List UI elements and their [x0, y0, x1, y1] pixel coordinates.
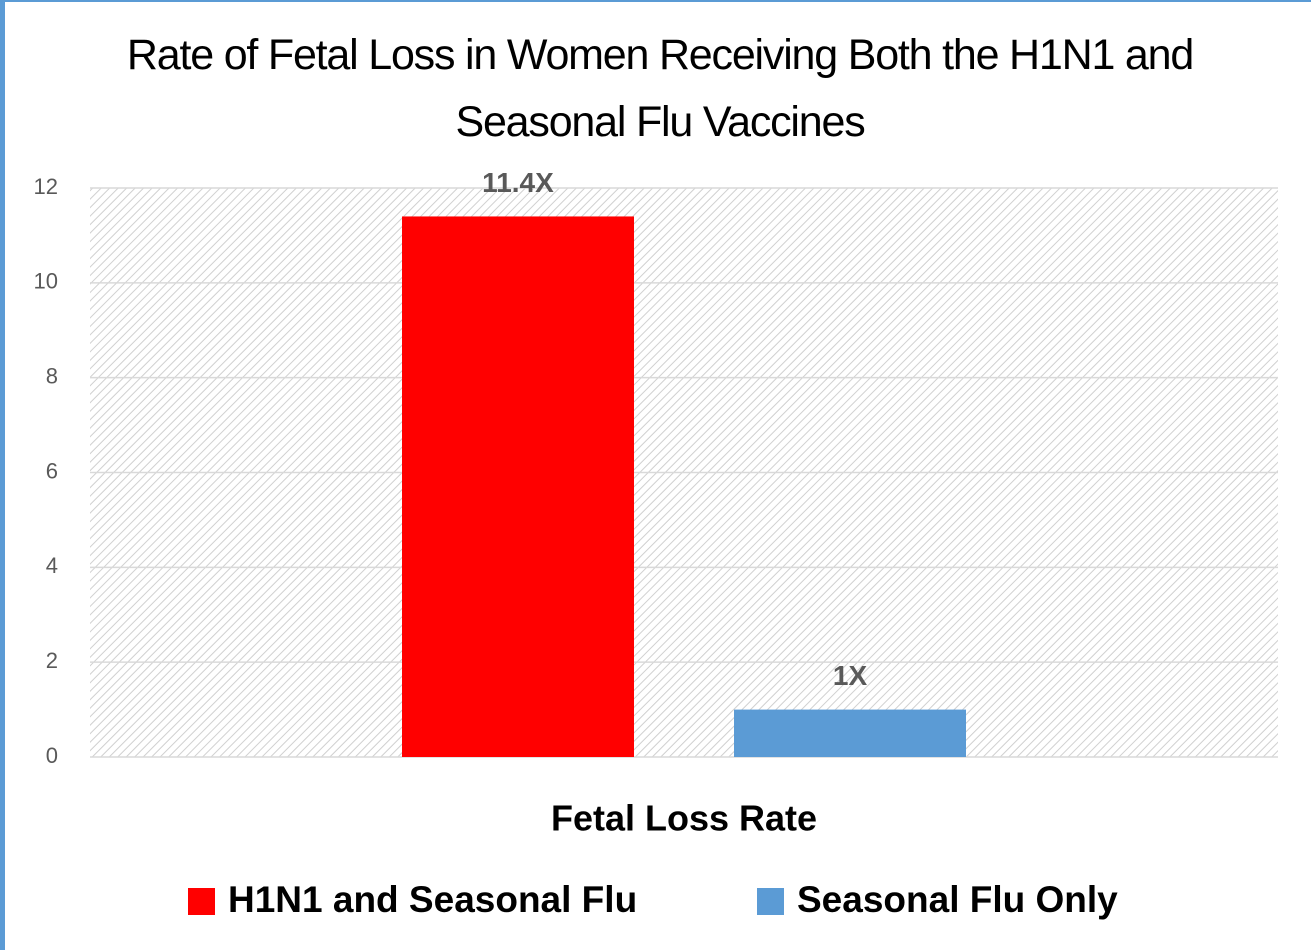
- bar: [734, 709, 966, 757]
- y-tick-label: 2: [46, 648, 58, 673]
- data-label: 1X: [833, 660, 868, 691]
- bar: [402, 216, 634, 757]
- y-tick-label: 4: [46, 553, 58, 578]
- y-tick-label: 0: [46, 743, 58, 768]
- y-tick-label: 6: [46, 458, 58, 483]
- legend-label: H1N1 and Seasonal Flu: [228, 879, 637, 920]
- x-category-label: Fetal Loss Rate: [551, 798, 817, 839]
- legend-label: Seasonal Flu Only: [797, 879, 1118, 920]
- y-tick-label: 12: [34, 174, 58, 199]
- legend-swatch: [188, 888, 215, 915]
- chart-title: Rate of Fetal Loss in Women Receiving Bo…: [126, 31, 1194, 146]
- y-tick-label: 10: [34, 269, 58, 294]
- y-tick-label: 8: [46, 363, 58, 388]
- legend-swatch: [757, 888, 784, 915]
- data-label: 11.4X: [482, 167, 554, 198]
